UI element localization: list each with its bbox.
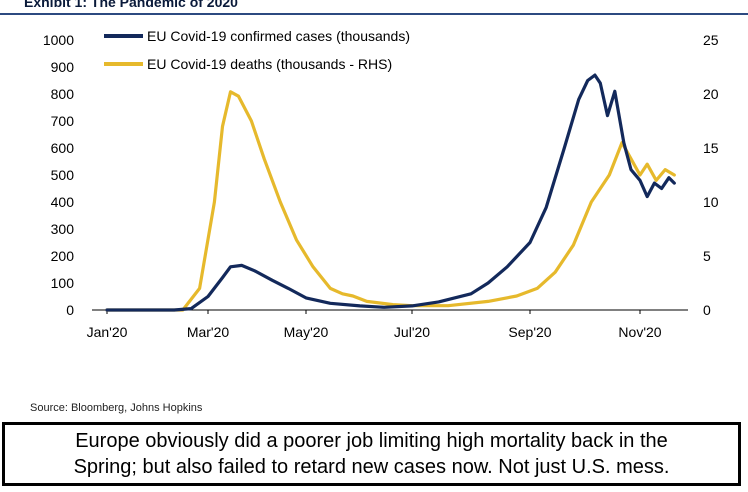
y-left-tick-label: 800 xyxy=(51,86,75,102)
y-right-tick-label: 20 xyxy=(703,86,719,102)
x-tick-label: May'20 xyxy=(284,324,329,340)
legend-label: EU Covid-19 deaths (thousands - RHS) xyxy=(147,56,392,72)
x-tick-label: Jul'20 xyxy=(394,324,430,340)
caption-text: Europe obviously did a poorer job limiti… xyxy=(74,428,670,480)
y-left-tick-label: 100 xyxy=(51,275,75,291)
x-tick-label: Mar'20 xyxy=(187,324,230,340)
chart-axes: 0 100 200 300 400 500 600 700 800 900 1000 0 5 10 15 20… xyxy=(43,32,719,340)
x-tick-label: Sep'20 xyxy=(508,324,551,340)
title-rule xyxy=(0,13,748,15)
y-left-tick-label: 0 xyxy=(66,302,74,318)
chart-legend: EU Covid-19 confirmed cases (thousands) E… xyxy=(104,28,410,72)
y-right-tick-label: 25 xyxy=(703,32,719,48)
source-note: Source: Bloomberg, Johns Hopkins xyxy=(30,402,203,414)
caption-line-1: Europe obviously did a poorer job limiti… xyxy=(75,430,668,452)
line-chart: 0 100 200 300 400 500 600 700 800 900 1000 0 5 10 15 20… xyxy=(43,28,719,340)
x-tick-label: Nov'20 xyxy=(618,324,661,340)
legend-label: EU Covid-19 confirmed cases (thousands) xyxy=(147,28,410,44)
y-right-tick-label: 5 xyxy=(703,248,711,264)
x-tick-label: Jan'20 xyxy=(87,324,128,340)
caption-line-2: Spring; but also failed to retard new ca… xyxy=(73,456,670,478)
y-left-tick-label: 600 xyxy=(51,140,75,156)
series-cases-line xyxy=(105,73,676,312)
series-deaths-line xyxy=(105,90,676,312)
y-right-tick-label: 10 xyxy=(703,194,719,210)
y-left-tick-label: 700 xyxy=(51,113,75,129)
y-left-tick-label: 900 xyxy=(51,59,75,75)
chart-series xyxy=(105,73,676,312)
y-left-tick-label: 400 xyxy=(51,194,75,210)
y-left-tick-label: 500 xyxy=(51,167,75,183)
y-right-tick-label: 0 xyxy=(703,302,711,318)
caption-box: Europe obviously did a poorer job limiti… xyxy=(2,422,741,486)
y-left-tick-label: 300 xyxy=(51,221,75,237)
exhibit-header: Exhibit 1: The Pandemic of 2020 xyxy=(0,0,748,16)
y-left-tick-label: 1000 xyxy=(43,32,74,48)
y-left-tick-label: 200 xyxy=(51,248,75,264)
y-right-tick-label: 15 xyxy=(703,140,719,156)
exhibit-title: Exhibit 1: The Pandemic of 2020 xyxy=(24,0,238,10)
